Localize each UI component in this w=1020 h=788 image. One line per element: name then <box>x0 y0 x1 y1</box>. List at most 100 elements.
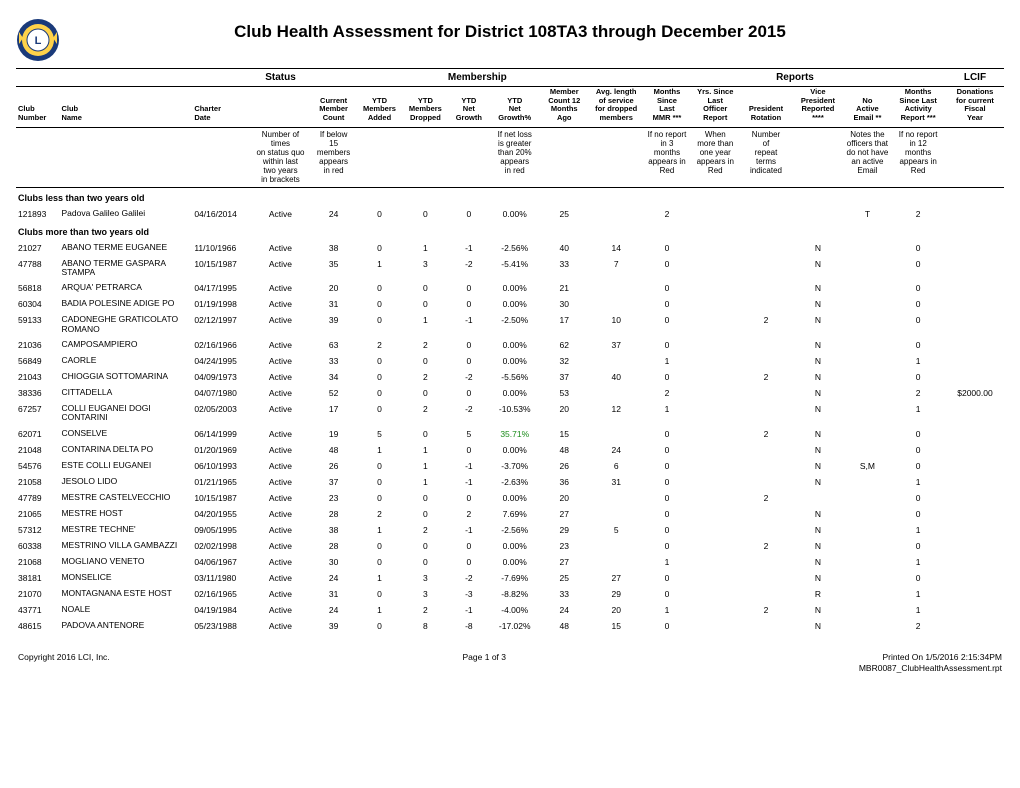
cell-vp: N <box>791 506 844 522</box>
cell-netg: 0 <box>448 385 489 401</box>
cell-vp: N <box>791 240 844 256</box>
cell-netpct: -2.63% <box>489 474 540 490</box>
cell-dropped: 2 <box>402 337 448 353</box>
cell-count: 24 <box>311 570 357 586</box>
cell-rot <box>741 586 792 602</box>
cell-email <box>844 442 890 458</box>
cell-yrs <box>690 206 741 222</box>
cell-charter-date: 09/05/1995 <box>192 522 250 538</box>
cell-club-name: ABANO TERME EUGANEE <box>59 240 192 256</box>
cell-c12: 17 <box>540 312 588 337</box>
cell-yrs <box>690 353 741 369</box>
table-row: 21065MESTRE HOST04/20/1955Active282027.6… <box>16 506 1004 522</box>
cell-count: 34 <box>311 369 357 385</box>
cell-dropped: 0 <box>402 490 448 506</box>
table-row: 47788ABANO TERME GASPARA STAMPA10/15/198… <box>16 256 1004 281</box>
group-reports: Reports <box>644 69 946 87</box>
cell-mmr: 0 <box>644 256 690 281</box>
cell-charter-date: 01/20/1969 <box>192 442 250 458</box>
cell-added: 1 <box>357 602 403 618</box>
cell-club-name: MONTAGNANA ESTE HOST <box>59 586 192 602</box>
cell-count: 28 <box>311 538 357 554</box>
cell-c12: 62 <box>540 337 588 353</box>
footer-page: Page 1 of 3 <box>463 652 506 674</box>
cell-email <box>844 506 890 522</box>
cell-charter-date: 11/10/1966 <box>192 240 250 256</box>
page-footer: Copyright 2016 LCI, Inc. Page 1 of 3 Pri… <box>16 652 1004 674</box>
cell-email <box>844 618 890 634</box>
cell-club-number: 21070 <box>16 586 59 602</box>
cell-activity: 0 <box>890 240 946 256</box>
cell-dropped: 0 <box>402 206 448 222</box>
cell-yrs <box>690 602 741 618</box>
cell-yrs <box>690 401 741 426</box>
cell-rot: 2 <box>741 602 792 618</box>
cell-netg: -1 <box>448 312 489 337</box>
cell-yrs <box>690 369 741 385</box>
cell-count: 39 <box>311 618 357 634</box>
cell-status: Active <box>250 602 310 618</box>
cell-status: Active <box>250 312 310 337</box>
cell-status: Active <box>250 296 310 312</box>
table-row: 21048CONTARINA DELTA PO01/20/1969Active4… <box>16 442 1004 458</box>
cell-mmr: 2 <box>644 385 690 401</box>
cell-club-number: 121893 <box>16 206 59 222</box>
cell-donations <box>946 554 1004 570</box>
cell-mmr: 0 <box>644 618 690 634</box>
table-row: 47789MESTRE CASTELVECCHIO10/15/1987Activ… <box>16 490 1004 506</box>
cell-netg: -1 <box>448 522 489 538</box>
cell-status: Active <box>250 506 310 522</box>
cell-charter-date: 02/16/1966 <box>192 337 250 353</box>
cell-status: Active <box>250 426 310 442</box>
cell-mmr: 0 <box>644 586 690 602</box>
cell-donations <box>946 490 1004 506</box>
cell-dropped: 2 <box>402 369 448 385</box>
cell-c12: 25 <box>540 206 588 222</box>
cell-donations <box>946 618 1004 634</box>
group-lcif: LCIF <box>946 69 1004 87</box>
cell-club-number: 57312 <box>16 522 59 538</box>
cell-rot <box>741 618 792 634</box>
svg-text:L: L <box>35 35 42 47</box>
cell-club-number: 21027 <box>16 240 59 256</box>
cell-rot <box>741 442 792 458</box>
cell-email <box>844 369 890 385</box>
cell-count: 35 <box>311 256 357 281</box>
cell-club-number: 67257 <box>16 401 59 426</box>
cell-rot: 2 <box>741 490 792 506</box>
cell-donations <box>946 296 1004 312</box>
cell-added: 0 <box>357 618 403 634</box>
col-club_name: ClubName <box>59 87 192 128</box>
cell-c12: 37 <box>540 369 588 385</box>
cell-club-number: 21068 <box>16 554 59 570</box>
cell-email <box>844 353 890 369</box>
cell-c12: 20 <box>540 401 588 426</box>
cell-netg: -2 <box>448 369 489 385</box>
cell-activity: 0 <box>890 312 946 337</box>
cell-club-name: Padova Galileo Galilei <box>59 206 192 222</box>
col-yrs_since_officer: Yrs. SinceLastOfficerReport <box>690 87 741 128</box>
cell-count: 38 <box>311 522 357 538</box>
cell-mmr: 0 <box>644 426 690 442</box>
assessment-table: StatusMembershipReportsLCIFClubNumberClu… <box>16 68 1004 634</box>
cell-activity: 1 <box>890 474 946 490</box>
cell-club-number: 60338 <box>16 538 59 554</box>
cell-yrs <box>690 256 741 281</box>
cell-club-number: 43771 <box>16 602 59 618</box>
cell-charter-date: 02/16/1965 <box>192 586 250 602</box>
cell-donations <box>946 401 1004 426</box>
col-current_member_count: CurrentMemberCount <box>311 87 357 128</box>
cell-c12: 25 <box>540 570 588 586</box>
cell-added: 0 <box>357 401 403 426</box>
cell-avg <box>588 506 644 522</box>
cell-netg: -2 <box>448 570 489 586</box>
cell-rot <box>741 506 792 522</box>
col-months_since_activity: MonthsSince LastActivityReport *** <box>890 87 946 128</box>
cell-charter-date: 05/23/1988 <box>192 618 250 634</box>
cell-netpct: -2.50% <box>489 312 540 337</box>
cell-added: 0 <box>357 586 403 602</box>
cell-added: 0 <box>357 312 403 337</box>
cell-club-number: 59133 <box>16 312 59 337</box>
cell-netg: 5 <box>448 426 489 442</box>
cell-avg: 12 <box>588 401 644 426</box>
